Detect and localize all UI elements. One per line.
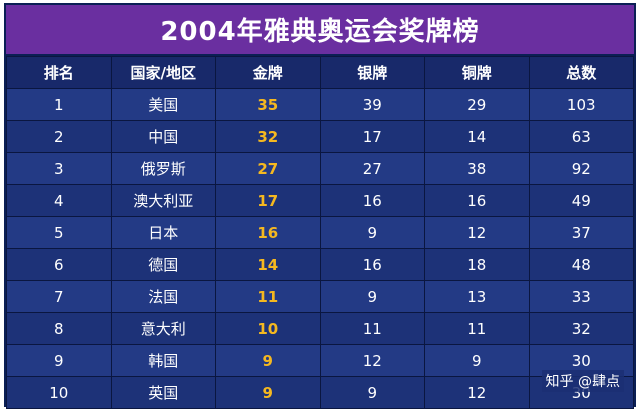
table-row: 5 日本 16 9 12 37 [6, 216, 634, 249]
cell-bronze: 38 [424, 152, 530, 185]
cell-total: 32 [528, 312, 634, 345]
cell-rank: 1 [6, 88, 112, 121]
header-row: 排名 国家/地区 金牌 银牌 铜牌 总数 [6, 56, 634, 89]
cell-total: 103 [528, 88, 634, 121]
title-bar: 2004年雅典奥运会奖牌榜 [6, 5, 634, 56]
watermark: 知乎 @肆点 [541, 370, 624, 392]
cell-rank: 4 [6, 184, 112, 217]
cell-rank: 8 [6, 312, 112, 345]
cell-gold: 10 [215, 312, 321, 345]
header-silver: 银牌 [319, 56, 425, 89]
medal-grid: 排名 国家/地区 金牌 银牌 铜牌 总数 1 美国 35 39 29 103 2 中国 32 17… [6, 56, 634, 409]
cell-gold: 9 [215, 344, 321, 377]
cell-gold: 32 [215, 120, 321, 153]
cell-bronze: 16 [424, 184, 530, 217]
cell-bronze: 9 [424, 344, 530, 377]
header-gold: 金牌 [215, 56, 321, 89]
cell-gold: 11 [215, 280, 321, 313]
header-bronze: 铜牌 [424, 56, 530, 89]
cell-rank: 5 [6, 216, 112, 249]
cell-total: 33 [528, 280, 634, 313]
cell-bronze: 14 [424, 120, 530, 153]
cell-country: 美国 [110, 88, 216, 121]
cell-country: 德国 [110, 248, 216, 281]
cell-bronze: 13 [424, 280, 530, 313]
cell-silver: 9 [319, 376, 425, 409]
cell-bronze: 12 [424, 216, 530, 249]
table-row: 8 意大利 10 11 11 32 [6, 312, 634, 345]
cell-silver: 27 [319, 152, 425, 185]
cell-rank: 3 [6, 152, 112, 185]
cell-bronze: 29 [424, 88, 530, 121]
cell-total: 63 [528, 120, 634, 153]
cell-country: 日本 [110, 216, 216, 249]
cell-silver: 9 [319, 280, 425, 313]
table-row: 7 法国 11 9 13 33 [6, 280, 634, 313]
cell-bronze: 18 [424, 248, 530, 281]
cell-gold: 17 [215, 184, 321, 217]
cell-total: 48 [528, 248, 634, 281]
cell-silver: 12 [319, 344, 425, 377]
header-rank: 排名 [6, 56, 112, 89]
table-body: 1 美国 35 39 29 103 2 中国 32 17 14 63 3 俄罗斯 27 27 38 92 4 澳大利亚… [6, 88, 634, 409]
cell-total: 92 [528, 152, 634, 185]
cell-silver: 17 [319, 120, 425, 153]
cell-silver: 11 [319, 312, 425, 345]
table-row: 10 英国 9 9 12 30 [6, 376, 634, 409]
cell-rank: 6 [6, 248, 112, 281]
cell-rank: 10 [6, 376, 112, 409]
cell-gold: 27 [215, 152, 321, 185]
cell-rank: 9 [6, 344, 112, 377]
medal-table: 2004年雅典奥运会奖牌榜 排名 国家/地区 金牌 银牌 铜牌 总数 1 美国 35… [4, 3, 636, 409]
cell-total: 49 [528, 184, 634, 217]
table-row: 6 德国 14 16 18 48 [6, 248, 634, 281]
cell-gold: 35 [215, 88, 321, 121]
cell-silver: 16 [319, 184, 425, 217]
table-title: 2004年雅典奥运会奖牌榜 [160, 17, 480, 47]
cell-country: 法国 [110, 280, 216, 313]
cell-country: 英国 [110, 376, 216, 409]
cell-silver: 9 [319, 216, 425, 249]
cell-country: 意大利 [110, 312, 216, 345]
table-row: 9 韩国 9 12 9 30 [6, 344, 634, 377]
cell-silver: 39 [319, 88, 425, 121]
cell-country: 澳大利亚 [110, 184, 216, 217]
cell-gold: 14 [215, 248, 321, 281]
header-total: 总数 [528, 56, 634, 89]
cell-rank: 2 [6, 120, 112, 153]
cell-gold: 16 [215, 216, 321, 249]
table-row: 2 中国 32 17 14 63 [6, 120, 634, 153]
cell-total: 37 [528, 216, 634, 249]
cell-rank: 7 [6, 280, 112, 313]
header-country: 国家/地区 [110, 56, 216, 89]
table-row: 1 美国 35 39 29 103 [6, 88, 634, 121]
cell-gold: 9 [215, 376, 321, 409]
cell-silver: 16 [319, 248, 425, 281]
cell-country: 中国 [110, 120, 216, 153]
cell-country: 俄罗斯 [110, 152, 216, 185]
cell-bronze: 12 [424, 376, 530, 409]
cell-country: 韩国 [110, 344, 216, 377]
cell-bronze: 11 [424, 312, 530, 345]
table-row: 3 俄罗斯 27 27 38 92 [6, 152, 634, 185]
table-row: 4 澳大利亚 17 16 16 49 [6, 184, 634, 217]
